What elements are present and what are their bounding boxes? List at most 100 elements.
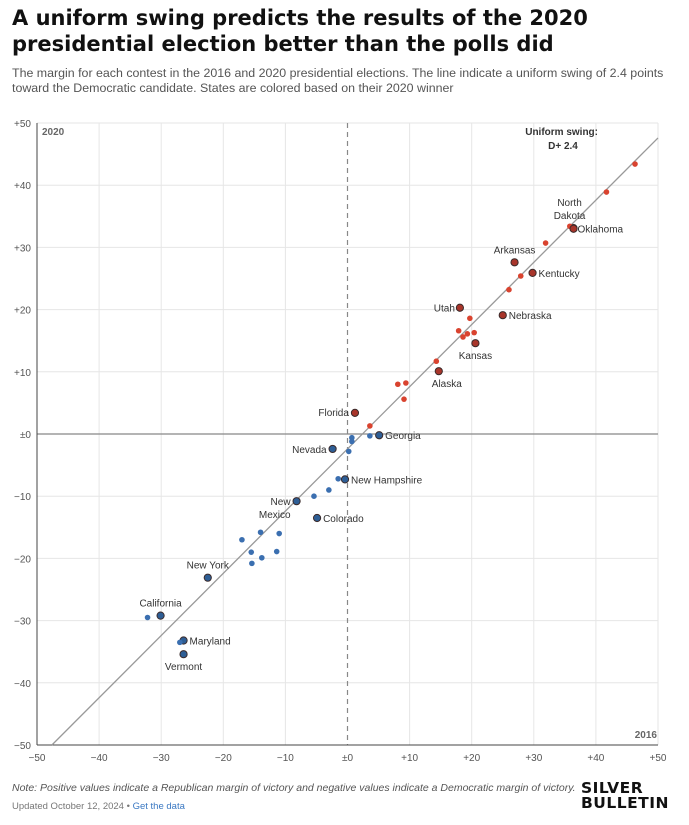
- data-point-highlighted: [569, 224, 578, 233]
- y-tick-label: ±0: [20, 430, 31, 441]
- data-label: Maryland: [190, 637, 231, 648]
- y-tick-label: +10: [14, 368, 31, 379]
- data-point: [144, 614, 151, 621]
- data-point: [517, 273, 524, 279]
- data-label: Florida: [318, 408, 349, 419]
- chart-subtitle: The margin for each contest in the 2016 …: [12, 66, 664, 95]
- data-point-highlighted: [312, 513, 322, 523]
- data-point: [311, 493, 317, 500]
- data-point-highlighted: [434, 367, 443, 376]
- y-tick-label: −10: [14, 492, 31, 503]
- swing-label-line1: Uniform swing:: [525, 127, 598, 138]
- data-point-highlighted: [375, 431, 384, 440]
- data-point: [259, 554, 265, 561]
- x-tick-label: +20: [463, 753, 480, 764]
- y-tick-label: −20: [14, 554, 31, 565]
- x-tick-label: +50: [650, 753, 667, 764]
- x-tick-label: +10: [401, 753, 418, 764]
- data-label: Nebraska: [509, 311, 552, 322]
- brand-logo: SILVER BULLETIN: [580, 779, 669, 812]
- x-tick-label: +30: [525, 753, 542, 764]
- separator-dot: •: [126, 801, 130, 812]
- y-tick-label: −50: [14, 741, 31, 752]
- data-label: Utah: [434, 304, 455, 315]
- data-points: [144, 161, 638, 659]
- data-point: [467, 315, 473, 322]
- data-label: Kentucky: [539, 269, 580, 280]
- y-tick-label: +40: [14, 181, 31, 192]
- brand-line-2: BULLETIN: [580, 794, 669, 812]
- data-label: Georgia: [385, 431, 421, 442]
- x-tick-label: −10: [277, 753, 294, 764]
- y-tick-label: −40: [14, 679, 31, 690]
- data-point: [349, 434, 355, 441]
- data-point: [177, 639, 183, 646]
- brand-line-1: SILVER: [580, 779, 644, 797]
- data-point: [273, 548, 280, 555]
- data-point: [433, 358, 440, 365]
- data-point-highlighted: [498, 311, 507, 320]
- data-point-highlighted: [455, 303, 465, 312]
- x-axis-label: 2016: [635, 730, 658, 741]
- x-tick-label: −40: [91, 753, 108, 764]
- scatter-chart: −50 −40 −30 −20 −10 ±0 +10 +20 +30 +40 +50 −50 −40 −3…: [14, 119, 667, 764]
- data-point: [460, 334, 466, 340]
- data-point: [506, 286, 512, 293]
- data-label: New Mexico: [259, 497, 291, 521]
- y-tick-label: +50: [14, 119, 31, 130]
- data-point: [367, 423, 373, 429]
- data-label: Arkansas: [494, 245, 536, 256]
- data-label: Vermont: [165, 662, 202, 673]
- data-point: [403, 380, 409, 386]
- data-point: [455, 327, 462, 334]
- data-point: [248, 549, 255, 555]
- data-label: Colorado: [323, 514, 364, 525]
- updated-line: Updated October 12, 2024 • Get the data: [12, 801, 185, 812]
- data-label: Alaska: [432, 379, 462, 390]
- y-tick-label: −30: [14, 617, 31, 628]
- axes: −50 −40 −30 −20 −10 ±0 +10 +20 +30 +40 +50 −50 −40 −3…: [14, 119, 667, 764]
- data-point: [326, 487, 332, 493]
- y-tick-label: +20: [14, 306, 31, 317]
- data-point-highlighted: [292, 497, 301, 506]
- data-point: [239, 536, 245, 543]
- x-tick-label: ±0: [342, 753, 353, 764]
- data-point-highlighted: [528, 268, 537, 278]
- data-point-highlighted: [510, 258, 519, 267]
- data-point: [401, 396, 407, 402]
- swing-line-label: Uniform swing: D+ 2.4: [525, 127, 601, 152]
- data-point: [632, 161, 638, 167]
- data-point-highlighted: [156, 611, 165, 620]
- data-point: [395, 381, 401, 388]
- y-tick-label: +30: [14, 243, 31, 254]
- data-point: [335, 475, 341, 482]
- data-point: [471, 329, 477, 336]
- get-data-link[interactable]: Get the data: [132, 801, 185, 812]
- y-axis-label: 2020: [42, 127, 65, 138]
- data-label: California: [139, 599, 182, 610]
- data-point: [603, 189, 610, 195]
- chart-title: A uniform swing predicts the results of …: [12, 6, 588, 56]
- data-label: Oklahoma: [578, 225, 624, 236]
- data-point-highlighted: [179, 650, 188, 659]
- x-tick-label: −50: [29, 753, 46, 764]
- data-point: [276, 530, 282, 537]
- data-point: [345, 448, 352, 455]
- data-label: Nevada: [292, 445, 327, 456]
- data-point-highlighted: [471, 339, 480, 348]
- swing-line-layer: [51, 137, 659, 746]
- x-tick-label: −30: [153, 753, 170, 764]
- data-point-highlighted: [340, 475, 350, 484]
- swing-label-line2: D+ 2.4: [548, 141, 578, 152]
- data-label: North Dakota: [554, 198, 586, 222]
- x-tick-label: −20: [215, 753, 232, 764]
- data-point: [542, 240, 549, 246]
- uniform-swing-line: [51, 137, 659, 746]
- data-point-highlighted: [328, 444, 337, 454]
- data-label: New York: [187, 561, 230, 572]
- data-label: Kansas: [459, 351, 492, 362]
- data-point: [464, 331, 471, 337]
- data-labels: North Dakota Oklahoma Arkansas Kentucky Utah N…: [139, 198, 623, 673]
- data-point-highlighted: [350, 408, 360, 417]
- data-point-highlighted: [203, 573, 212, 582]
